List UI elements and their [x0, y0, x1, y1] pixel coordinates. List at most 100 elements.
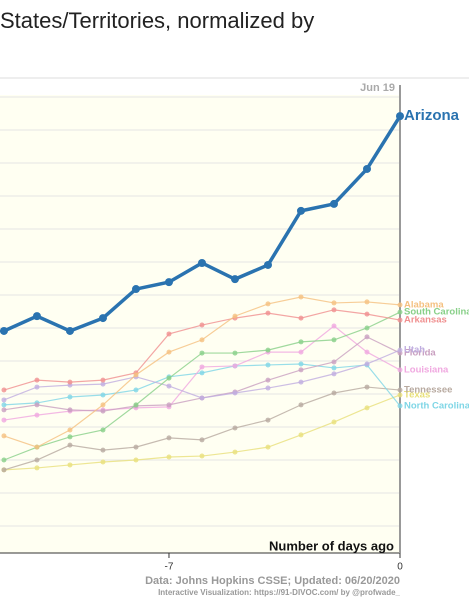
- series-label: Louisiana: [404, 364, 449, 375]
- data-point: [1, 407, 7, 413]
- data-point: [298, 294, 304, 300]
- data-point: [199, 322, 205, 328]
- data-point: [298, 339, 304, 345]
- data-point: [100, 408, 106, 414]
- data-point: [67, 427, 73, 433]
- data-point: [298, 315, 304, 321]
- data-point: [1, 402, 7, 408]
- data-point: [232, 390, 238, 396]
- data-point: [34, 377, 40, 383]
- data-point: [263, 260, 272, 269]
- series-label: Arkansas: [404, 315, 447, 326]
- data-point: [100, 377, 106, 383]
- data-point: [364, 405, 370, 411]
- data-point: [397, 347, 403, 353]
- data-point: [166, 435, 172, 441]
- data-point: [230, 275, 239, 284]
- data-point: [298, 361, 304, 367]
- data-point: [1, 457, 7, 463]
- data-point: [265, 417, 271, 423]
- x-tick-label: 0: [397, 562, 403, 573]
- data-point: [131, 285, 140, 294]
- x-axis-title: Number of days ago: [269, 538, 394, 553]
- data-point: [197, 258, 206, 267]
- data-point: [331, 371, 337, 377]
- data-point: [364, 384, 370, 390]
- data-point: [100, 392, 106, 398]
- data-point: [232, 313, 238, 319]
- data-point: [331, 307, 337, 313]
- data-point: [364, 349, 370, 355]
- data-point: [1, 397, 7, 403]
- series-label: South Carolina: [404, 307, 469, 318]
- data-point: [67, 407, 73, 413]
- data-point: [199, 370, 205, 376]
- data-point: [364, 325, 370, 331]
- data-point: [298, 379, 304, 385]
- data-point: [0, 326, 8, 335]
- data-point: [298, 367, 304, 373]
- data-point: [364, 334, 370, 340]
- data-point: [298, 432, 304, 438]
- data-point: [34, 444, 40, 450]
- series-label: Florida: [404, 348, 436, 359]
- data-point: [133, 457, 139, 463]
- data-point: [100, 381, 106, 387]
- data-point: [34, 412, 40, 418]
- data-point: [100, 402, 106, 408]
- series-label: Texas: [404, 390, 430, 401]
- data-point: [265, 444, 271, 450]
- data-point: [133, 387, 139, 393]
- data-point: [397, 302, 403, 308]
- data-point: [100, 459, 106, 465]
- data-point: [67, 442, 73, 448]
- data-point: [397, 387, 403, 393]
- data-point: [34, 457, 40, 463]
- data-point: [232, 449, 238, 455]
- data-point: [98, 314, 107, 323]
- data-point: [265, 301, 271, 307]
- data-point: [164, 278, 173, 287]
- data-point: [133, 372, 139, 378]
- data-point: [232, 350, 238, 356]
- data-point: [329, 199, 338, 208]
- data-point: [265, 310, 271, 316]
- data-point: [232, 425, 238, 431]
- series-label: Alabama: [404, 299, 444, 310]
- data-point: [67, 394, 73, 400]
- data-point: [100, 447, 106, 453]
- data-point: [166, 331, 172, 337]
- data-point: [331, 390, 337, 396]
- data-point: [232, 363, 238, 369]
- data-point: [133, 402, 139, 408]
- data-point: [34, 465, 40, 471]
- data-point: [396, 112, 404, 121]
- data-point: [199, 453, 205, 459]
- series-label: North Carolina: [404, 400, 469, 411]
- data-point: [34, 402, 40, 408]
- x-tick-label: -7: [165, 562, 174, 573]
- data-point: [166, 402, 172, 408]
- data-point: [133, 444, 139, 450]
- data-point: [397, 392, 403, 398]
- data-point: [166, 349, 172, 355]
- data-point: [331, 300, 337, 306]
- data-point: [364, 311, 370, 317]
- data-point: [364, 299, 370, 305]
- data-point: [1, 433, 7, 439]
- data-point: [1, 387, 7, 393]
- data-point: [199, 364, 205, 370]
- data-point: [199, 395, 205, 401]
- data-point: [265, 347, 271, 353]
- data-point: [397, 309, 403, 315]
- data-point: [67, 434, 73, 440]
- data-point: [331, 323, 337, 329]
- data-point: [65, 326, 74, 335]
- data-point: [364, 361, 370, 367]
- data-point: [199, 350, 205, 356]
- source-note: Data: Johns Hopkins CSSE; Updated: 06/20…: [145, 575, 400, 587]
- data-point: [1, 467, 7, 473]
- series-label: Arizona: [404, 107, 460, 124]
- data-point: [67, 462, 73, 468]
